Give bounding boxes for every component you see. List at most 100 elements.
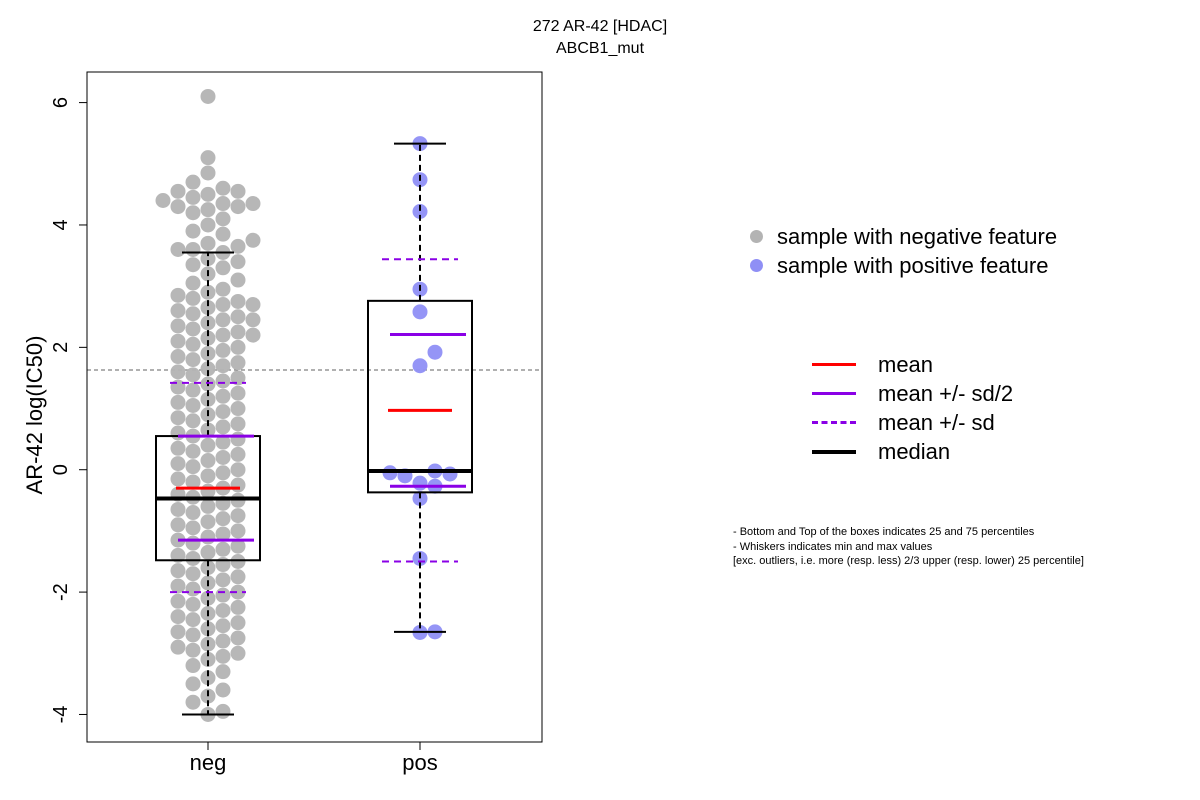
neg-sample-point [230,370,246,386]
x-tick-label: neg [190,750,227,775]
legend-label-positive: sample with positive feature [777,252,1049,278]
neg-sample-point [215,449,231,465]
neg-sample-point [230,477,246,493]
neg-sample-point [185,612,201,628]
neg-sample-point [170,501,186,517]
neg-sample-point [200,544,216,560]
neg-sample-point [230,584,246,600]
neg-sample-point [185,189,201,205]
neg-sample-point [170,563,186,579]
neg-sample-point [185,443,201,459]
neg-sample-point [200,235,216,251]
neg-sample-point [200,300,216,316]
neg-sample-point [215,602,231,618]
legend-line-sd-half [812,392,856,395]
neg-sample-point [185,321,201,337]
neg-sample-point [245,312,261,328]
footnote-line: - Whiskers indicates min and max values [733,540,933,553]
neg-sample-point [200,186,216,202]
neg-sample-point [185,241,201,257]
neg-sample-point [215,388,231,404]
neg-sample-point [230,293,246,309]
neg-sample-point [200,217,216,233]
neg-sample-point [185,658,201,674]
neg-sample-point [155,192,171,208]
neg-sample-point [215,281,231,297]
neg-sample-point [185,627,201,643]
neg-sample-point [185,382,201,398]
neg-sample-point [230,254,246,270]
neg-sample-point [230,630,246,646]
neg-sample-point [230,355,246,371]
neg-sample-point [215,682,231,698]
neg-sample-point [170,471,186,487]
neg-sample-point [245,232,261,248]
neg-sample-point [185,223,201,239]
neg-sample-point [215,572,231,588]
legend-line-median [812,449,856,454]
neg-sample-point [185,566,201,582]
neg-sample-point [230,431,246,447]
neg-sample-point [185,459,201,475]
y-axis: -4 -2 0 2 4 6 [50,97,88,724]
neg-sample-point [200,670,216,686]
neg-sample-point [200,361,216,377]
neg-sample-point [170,303,186,319]
neg-sample-point [185,535,201,551]
points-layer [155,88,458,722]
neg-sample-point [200,529,216,545]
neg-sample-point [200,498,216,514]
pos-sample-point [442,466,458,482]
legend-item-mean: mean [812,350,1013,379]
neg-sample-point [245,297,261,313]
neg-sample-point [185,205,201,221]
y-tick-label: 0 [50,464,72,475]
neg-sample-point [230,401,246,417]
neg-sample-point [170,349,186,365]
legend-label-mean: mean [878,351,934,377]
y-tick-label: -4 [50,706,72,724]
footnote-line: [exc. outliers, i.e. more (resp. less) 2… [733,555,1084,567]
y-tick-label: -2 [50,583,72,601]
chart-title: 272 AR-42 [HDAC] [532,18,668,35]
stats-layer [155,142,473,716]
neg-sample-point [215,327,231,343]
neg-sample-point [170,364,186,380]
neg-sample-point [200,437,216,453]
neg-sample-point [230,553,246,569]
pos-box [367,299,473,494]
pos-sample-point [427,344,443,360]
neg-sample-point [185,581,201,597]
y-tick-label: 4 [50,219,72,230]
neg-sample-point [185,174,201,190]
x-tick-label: pos [402,750,437,775]
neg-sample-point [200,453,216,469]
neg-sample-point [200,651,216,667]
y-tick-label: 6 [50,97,72,108]
neg-sample-point [170,410,186,426]
neg-sample-point [185,257,201,273]
neg-sample-point [200,621,216,637]
neg-sample-point [215,587,231,603]
neg-sample-point [215,541,231,557]
neg-sample-point [215,703,231,719]
legend-line-sd [812,421,856,424]
neg-sample-point [200,251,216,267]
neg-sample-point [170,199,186,215]
legend-item-median: median [812,437,1013,466]
neg-sample-point [185,505,201,521]
legend-line-mean [812,363,856,366]
legend-item-positive: sample with positive feature [750,251,1057,280]
neg-sample-point [215,526,231,542]
neg-sample-point [215,434,231,450]
neg-sample-point [185,596,201,612]
neg-sample-point [185,642,201,658]
neg-sample-point [170,593,186,609]
neg-sample-point [185,676,201,692]
pos-sample-point [412,304,428,320]
neg-sample-point [170,578,186,594]
neg-sample-point [215,312,231,328]
neg-sample-point [170,333,186,349]
neg-sample-point [170,624,186,640]
neg-sample-point [230,523,246,539]
